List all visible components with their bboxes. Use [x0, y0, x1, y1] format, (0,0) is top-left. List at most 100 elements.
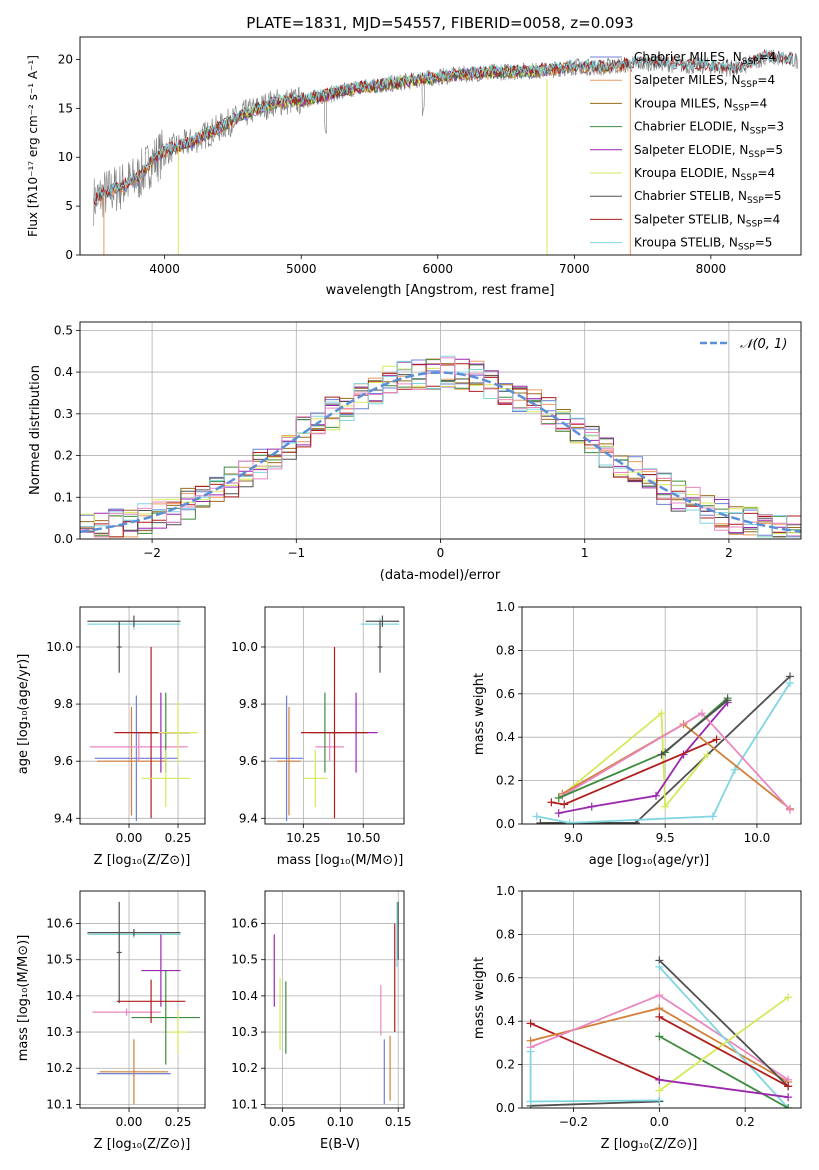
legend-entry: Salpeter STELIB, NSSP=4 — [634, 212, 780, 229]
x-tick-label: 5000 — [286, 262, 317, 276]
y-tick-label: 9.6 — [239, 754, 258, 768]
x-tick-label: 0.05 — [269, 1115, 296, 1129]
model-line-chabrier_elodie — [177, 65, 547, 151]
legend-value: =4 — [759, 50, 777, 64]
y-tick-label: 0.8 — [496, 643, 515, 657]
weight-vs-z-panel: −0.2 0.0 0.2 0.0 0.2 0.4 0.6 0.8 1.0 Z [log₁₀(Z/… — [472, 884, 802, 1152]
y-tick-label: 9.4 — [239, 811, 258, 825]
model-line-kroupa_stelib — [93, 49, 794, 204]
axes-frame — [521, 890, 802, 1109]
legend-subscript: SSP — [750, 127, 767, 137]
weight-vs-z-xlabel: Z [log₁₀(Z/Z⊙)] — [601, 1137, 698, 1152]
legend-entry: Chabrier ELODIE, NSSP=3 — [634, 120, 784, 137]
x-tick-label: −2 — [143, 546, 161, 560]
legend-entry: Kroupa MILES, NSSP=4 — [634, 96, 767, 113]
age-vs-mass-xlabel: mass [log₁₀(M/M⊙)] — [277, 853, 404, 868]
histogram-pink — [80, 357, 801, 538]
y-tick-label: 10.5 — [231, 953, 258, 967]
x-tick-label: 6000 — [422, 262, 453, 276]
y-tick-label: 0.1 — [54, 490, 73, 504]
errorbars — [269, 615, 400, 822]
axes-frame — [264, 606, 405, 825]
legend-value: =4 — [763, 212, 781, 226]
age-vs-mass-panel: 10.25 10.50 9.4 9.6 9.8 10.0 mass [log₁₀(M/M⊙… — [231, 606, 405, 868]
legend-subscript: SSP — [748, 150, 765, 160]
legend-label: Kroupa ELODIE, N — [634, 166, 741, 180]
x-tick-label: 9.0 — [564, 831, 583, 845]
y-tick-label: 0.0 — [496, 1101, 515, 1115]
weight-line-chabrier_elodie — [658, 1035, 789, 1108]
y-tick-label: 10.3 — [46, 1025, 73, 1039]
x-tick-label: −0.2 — [559, 1115, 588, 1129]
y-tick-label: 0.0 — [496, 817, 515, 831]
legend-entry: Salpeter MILES, NSSP=4 — [634, 73, 775, 90]
legend-label: Kroupa STELIB, N — [634, 236, 738, 250]
weight-vs-z-ylabel: mass weight — [472, 957, 487, 1039]
x-tick-label: 0.15 — [385, 1115, 412, 1129]
x-tick-label: 2 — [725, 546, 733, 560]
legend-subscript: SSP — [738, 243, 755, 253]
mass-vs-z-xlabel: Z [log₁₀(Z/Z⊙)] — [94, 1137, 191, 1152]
x-tick-label: 0.25 — [165, 1115, 192, 1129]
spectrum-ylabel: Flux [fλ10⁻¹⁷ erg cm⁻² s⁻¹ A⁻¹] — [26, 55, 40, 237]
age-vs-z-panel: 0.00 0.25 9.4 9.6 9.8 10.0 Z [log₁₀(Z/Z⊙)] ag… — [16, 606, 206, 868]
y-tick-label: 0.2 — [54, 449, 73, 463]
legend-subscript: SSP — [741, 173, 758, 183]
x-tick-label: 0.25 — [165, 831, 192, 845]
x-tick-label: 1 — [581, 546, 589, 560]
legend-label: Kroupa MILES, N — [634, 96, 733, 110]
axes-frame — [79, 606, 206, 825]
x-tick-label: 9.5 — [656, 831, 675, 845]
legend-value: =4 — [757, 73, 775, 87]
axes-frame — [79, 36, 802, 256]
spectrum-lines — [93, 49, 799, 255]
x-tick-label: −1 — [287, 546, 305, 560]
weight-line-kroupa_stelib — [658, 966, 789, 1108]
legend-entry: Kroupa STELIB, NSSP=5 — [634, 236, 772, 253]
axes-frame — [79, 321, 802, 540]
legend-subscript: SSP — [733, 103, 750, 113]
y-tick-label: 0.3 — [54, 407, 73, 421]
axes-frame — [521, 606, 802, 825]
legend-label: 𝒩(0, 1) — [740, 337, 787, 352]
x-tick-label: 0 — [437, 546, 445, 560]
y-tick-label: 10.4 — [231, 989, 258, 1003]
axes-frame — [79, 890, 206, 1109]
y-tick-label: 0.2 — [496, 774, 515, 788]
mass-vs-ebv-panel: 0.05 0.10 0.15 10.1 10.2 10.3 10.4 10.5 10.6 E(B… — [231, 890, 412, 1152]
residuals-panel: −2 −1 0 1 2 0.0 0.1 0.2 0.3 0.4 0.5 𝒩(0, 1) (data-m… — [28, 321, 802, 583]
legend-label: Salpeter STELIB, N — [634, 212, 746, 226]
legend-subscript: SSP — [747, 196, 764, 206]
legend-label: Salpeter MILES, N — [634, 73, 741, 87]
y-tick-label: 0.4 — [496, 1014, 515, 1028]
x-tick-label: 10.25 — [286, 831, 320, 845]
x-tick-label: 0.10 — [327, 1115, 354, 1129]
y-tick-label: 9.6 — [54, 754, 73, 768]
x-tick-label: 10.50 — [346, 831, 380, 845]
weight-line-pink — [561, 712, 791, 811]
spectrum-panel: PLATE=1831, MJD=54557, FIBERID=0058, z=0… — [26, 14, 802, 298]
legend-entry: Chabrier MILES, NSSP=4 — [634, 50, 776, 67]
y-tick-label: 10.3 — [231, 1025, 258, 1039]
legend-label: Salpeter ELODIE, N — [634, 143, 748, 157]
mass-vs-ebv-xlabel: E(B-V) — [320, 1137, 360, 1152]
legend-value: =5 — [755, 236, 773, 250]
legend-label: Chabrier ELODIE, N — [634, 120, 750, 134]
legend-entry: Chabrier STELIB, NSSP=5 — [634, 189, 782, 206]
age-vs-z-ylabel: age [log₁₀(age/yr)] — [16, 654, 31, 775]
y-tick-label: 0.8 — [496, 927, 515, 941]
legend-label: Chabrier MILES, N — [634, 50, 742, 64]
age-vs-z-xlabel: Z [log₁₀(Z/Z⊙)] — [94, 853, 191, 868]
y-tick-label: 1.0 — [496, 600, 515, 614]
y-tick-label: 10.2 — [231, 1061, 258, 1075]
y-tick-label: 20 — [58, 52, 73, 66]
y-tick-label: 0.4 — [496, 730, 515, 744]
weight-line-salpeter_stelib — [530, 1022, 660, 1081]
y-tick-label: 10.0 — [46, 640, 73, 654]
y-tick-label: 10.2 — [46, 1061, 73, 1075]
legend-value: =3 — [766, 120, 784, 134]
errorbars — [87, 901, 201, 1105]
legend-value: =5 — [764, 189, 782, 203]
legend-entry: Salpeter ELODIE, NSSP=5 — [634, 143, 783, 160]
